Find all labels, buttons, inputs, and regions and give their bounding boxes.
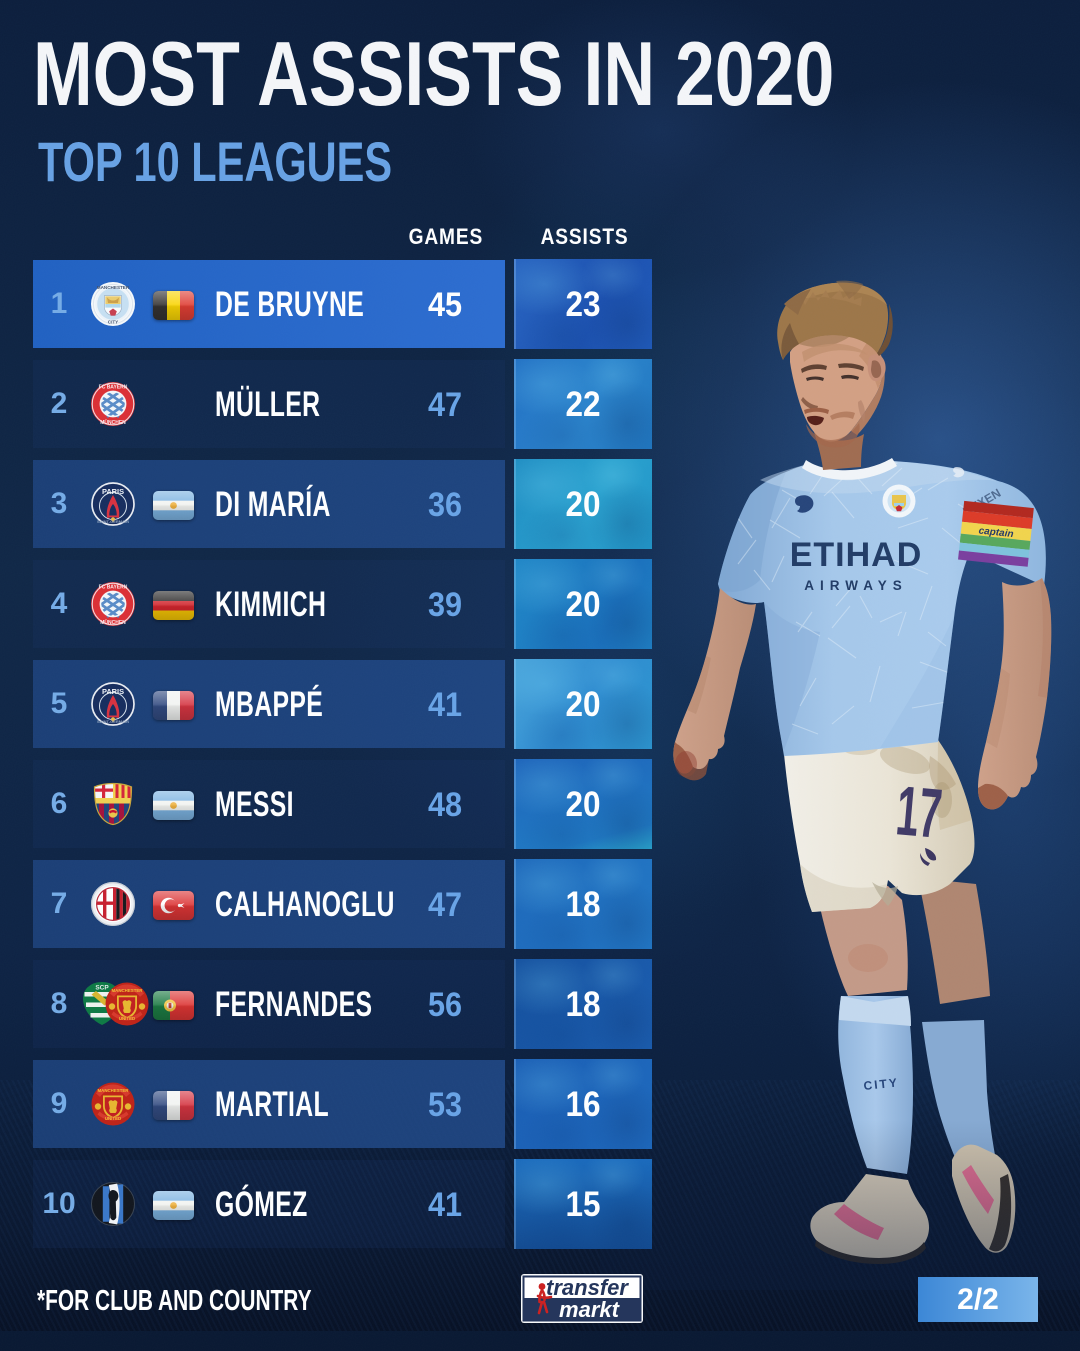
svg-text:transfer: transfer xyxy=(546,1275,629,1300)
svg-text:markt: markt xyxy=(559,1297,621,1322)
